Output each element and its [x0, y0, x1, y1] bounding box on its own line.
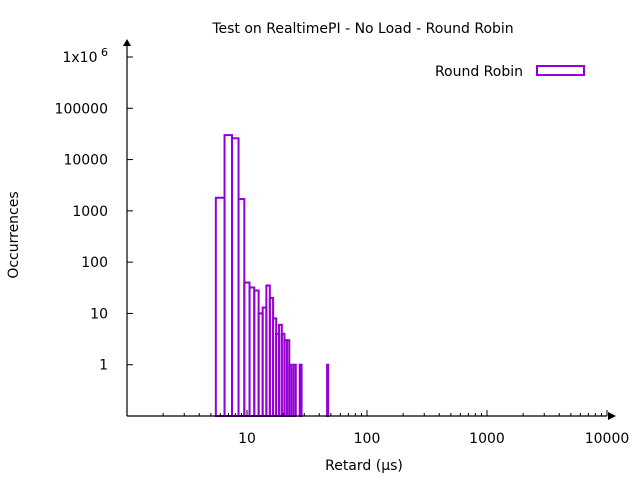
histogram-bar: [298, 363, 303, 418]
x-axis-title: Retard (µs): [325, 458, 403, 474]
x-tick-label: 1000: [469, 431, 505, 447]
histogram-bar: [214, 196, 226, 417]
axes-layer: 1 10 100 1000 10000 100000 1x10 6 10 100 1000 1000…: [55, 39, 630, 447]
legend-swatch: [536, 65, 585, 76]
x-tick-label: 100: [354, 431, 381, 447]
y-tick-label: 10: [90, 306, 108, 322]
y-axis-title: Occurrences: [6, 191, 22, 278]
legend-label: Round Robin: [435, 64, 523, 80]
x-axis-arrow: [608, 412, 616, 420]
y-axis-arrow: [123, 39, 131, 46]
y-tick-label: 1: [99, 358, 108, 374]
histogram-bar: [288, 363, 293, 418]
chart-title: Test on RealtimePI - No Load - Round Rob…: [211, 21, 513, 37]
bars-layer: [214, 134, 330, 418]
y-tick-label: 100000: [55, 101, 108, 117]
x-tick-label: 10: [238, 431, 256, 447]
legend: Round Robin: [435, 64, 585, 80]
histogram-bar: [223, 134, 234, 417]
histogram-bar: [326, 363, 330, 418]
histogram-bar: [292, 363, 297, 418]
y-tick-label: 1x10 6: [62, 46, 108, 66]
y-tick-label: 100: [81, 255, 108, 271]
y-tick-label: 10000: [63, 153, 108, 169]
y-tick-label: 1000: [72, 204, 108, 220]
x-tick-label: 10000: [585, 431, 630, 447]
